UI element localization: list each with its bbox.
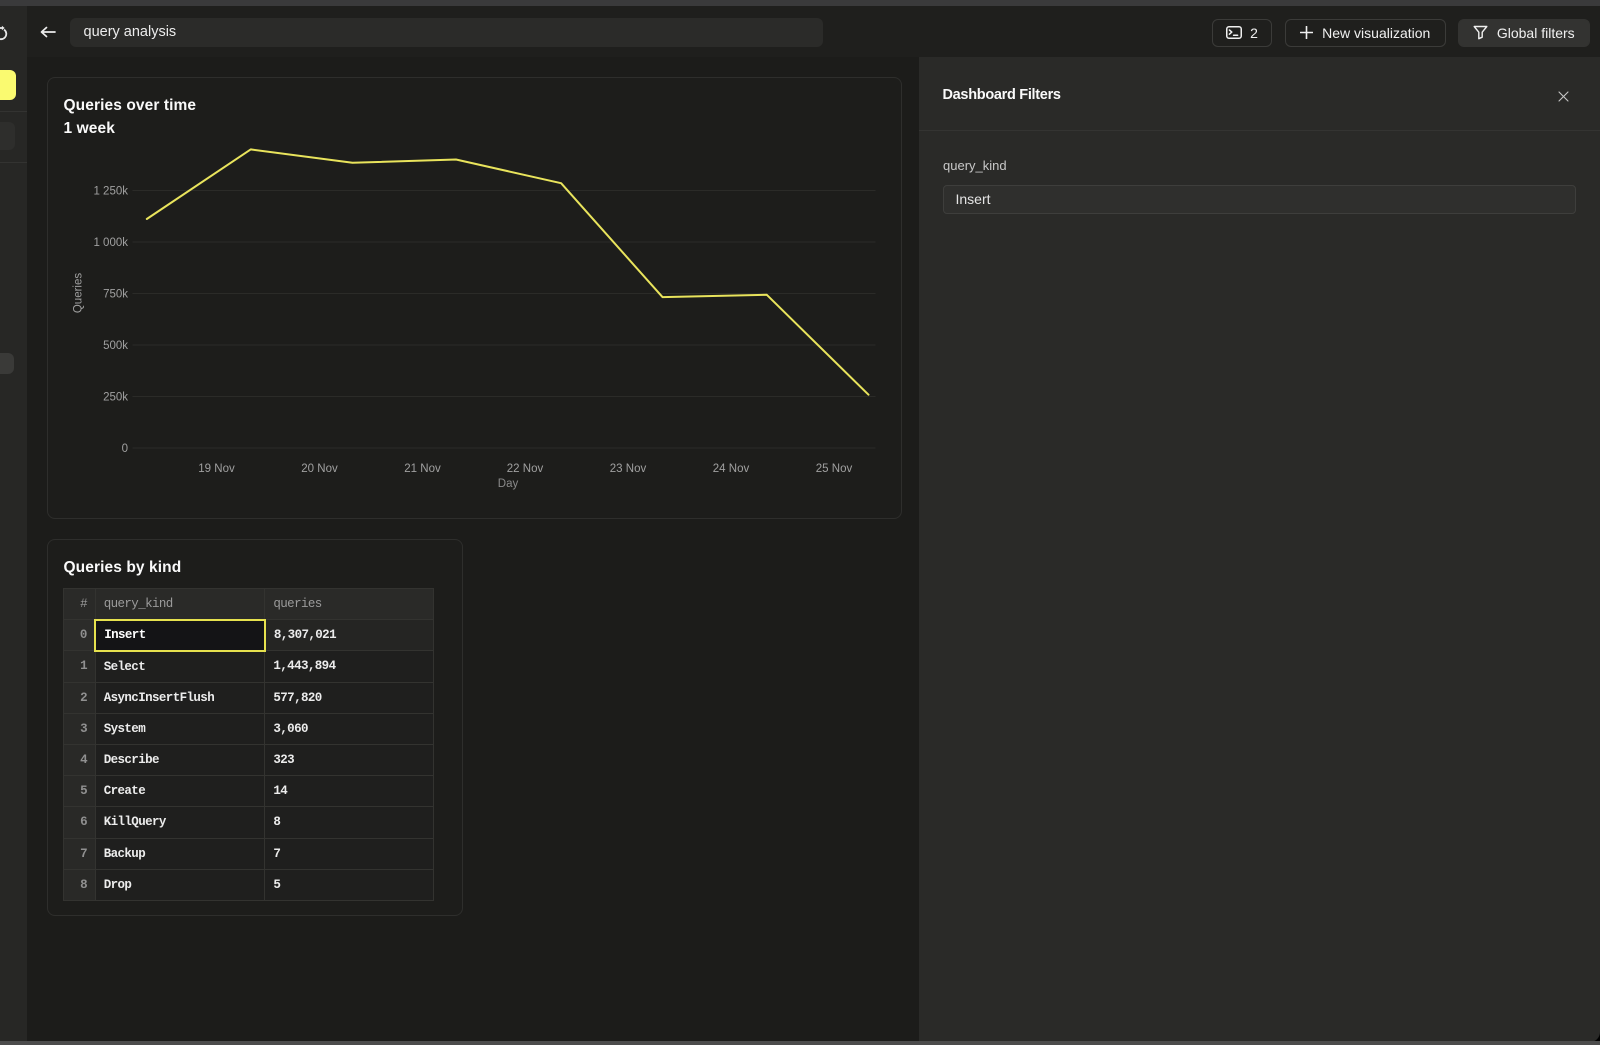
svg-text:24 Nov: 24 Nov xyxy=(712,463,749,475)
svg-text:500k: 500k xyxy=(103,340,128,352)
svg-text:Day: Day xyxy=(497,478,518,490)
svg-text:19 Nov: 19 Nov xyxy=(198,463,235,475)
svg-text:250k: 250k xyxy=(103,391,128,403)
svg-text:1 000k: 1 000k xyxy=(93,237,128,249)
svg-text:750k: 750k xyxy=(103,288,128,300)
svg-text:25 Nov: 25 Nov xyxy=(815,463,852,475)
svg-text:1 250k: 1 250k xyxy=(93,185,128,197)
svg-text:22 Nov: 22 Nov xyxy=(506,463,543,475)
svg-text:0: 0 xyxy=(121,443,127,455)
svg-text:23 Nov: 23 Nov xyxy=(609,463,646,475)
svg-text:Queries: Queries xyxy=(72,272,84,313)
svg-text:20 Nov: 20 Nov xyxy=(301,463,338,475)
svg-text:21 Nov: 21 Nov xyxy=(404,463,441,475)
